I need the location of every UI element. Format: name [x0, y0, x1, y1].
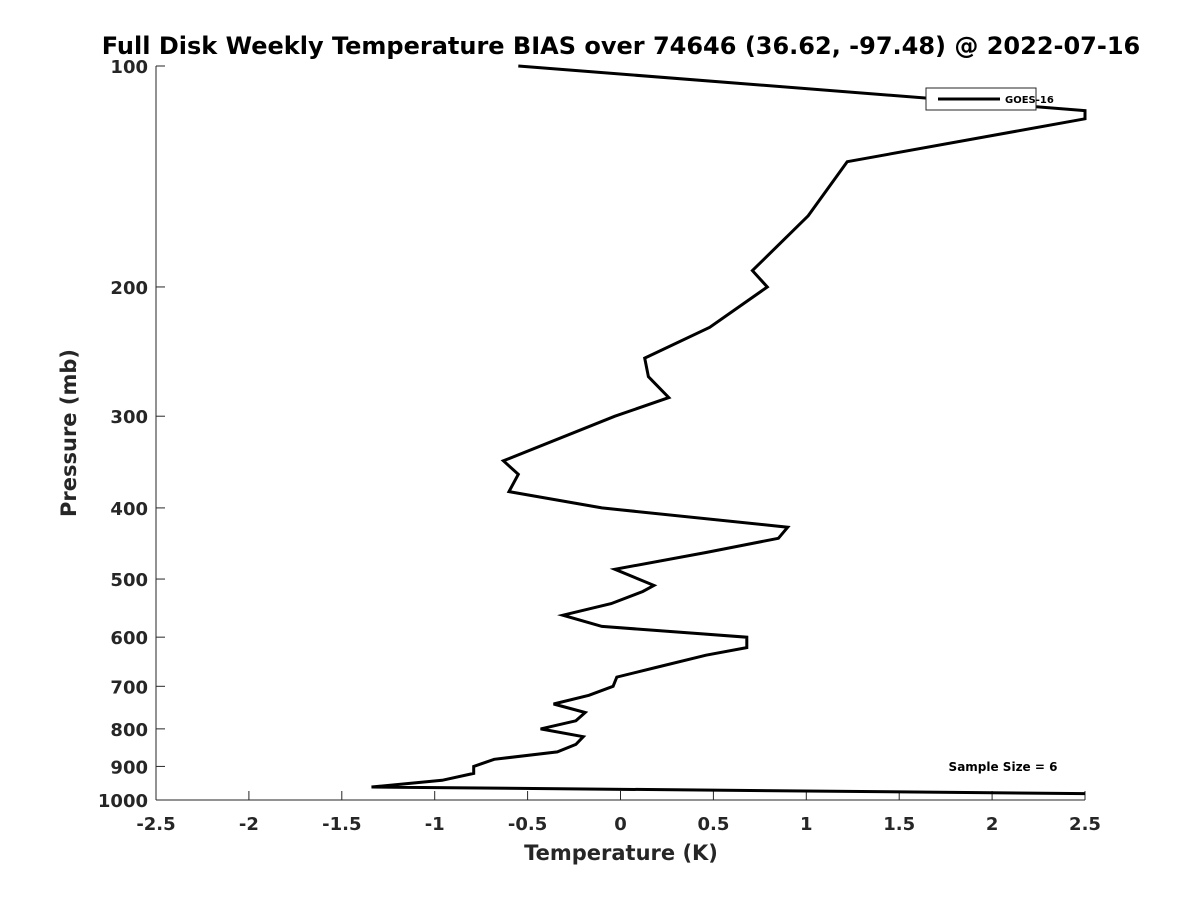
y-ticks: 100 200 300 400 500 600 700 800 900 1000	[98, 57, 165, 812]
x-tick-label: -2.5	[136, 814, 175, 835]
legend-label-goes-16: GOES-16	[1005, 95, 1054, 106]
y-tick-label: 700	[110, 677, 148, 698]
legend: GOES-16	[925, 87, 1054, 111]
y-tick-label: 1000	[98, 791, 148, 812]
y-tick-label: 400	[110, 499, 148, 520]
y-axis-label: Pressure (mb)	[57, 349, 81, 517]
x-tick-label: -1.5	[322, 814, 361, 835]
x-tick-label: 2	[986, 814, 999, 835]
x-axis-label: Temperature (K)	[524, 841, 718, 865]
y-tick-label: 300	[110, 407, 148, 428]
y-tick-label: 600	[110, 628, 148, 649]
sample-size-annotation: Sample Size = 6	[949, 760, 1058, 774]
x-tick-label: 2.5	[1069, 814, 1101, 835]
x-tick-label: -2	[239, 814, 259, 835]
chart-title: Full Disk Weekly Temperature BIAS over 7…	[102, 32, 1141, 60]
y-tick-label: 100	[110, 57, 148, 78]
y-tick-label: 900	[110, 757, 148, 778]
plot-area	[155, 66, 1085, 801]
y-tick-label: 800	[110, 720, 148, 741]
series-layer	[371, 64, 1087, 796]
x-tick-label: -1	[425, 814, 445, 835]
y-tick-label: 500	[110, 570, 148, 591]
x-tick-label: 0	[614, 814, 627, 835]
x-tick-label: 0.5	[697, 814, 729, 835]
series-line-goes-16	[371, 64, 1087, 796]
x-ticks: -2.5 -2 -1.5 -1 -0.5 0 0.5 1 1.5 2 2.5	[136, 791, 1101, 835]
x-tick-label: 1	[800, 814, 813, 835]
x-tick-label: -0.5	[508, 814, 547, 835]
x-tick-label: 1.5	[883, 814, 915, 835]
y-tick-label: 200	[110, 278, 148, 299]
